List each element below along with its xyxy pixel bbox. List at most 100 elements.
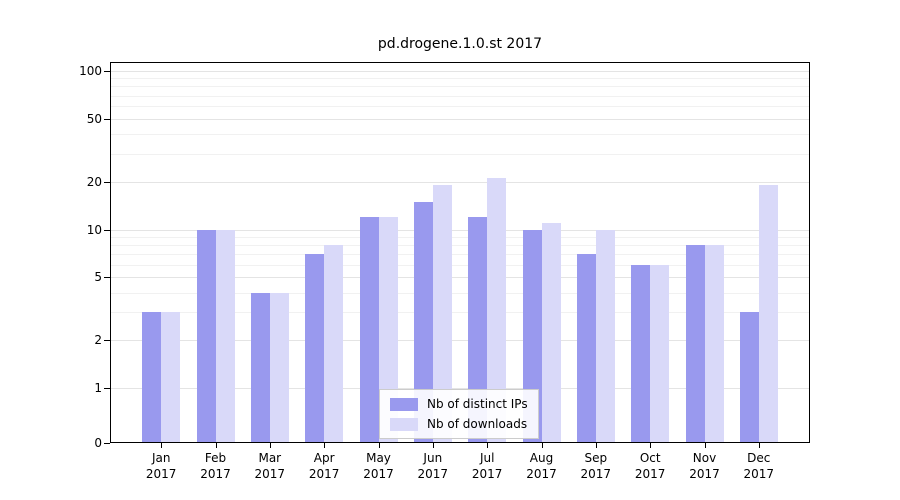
xtick-month-oct-2017: Oct — [639, 451, 661, 465]
bar-nb-of-distinct-ips-mar-2017 — [250, 292, 270, 442]
xtick-label-nov-2017: Nov 2017 — [673, 450, 737, 482]
legend-label-downloads: Nb of downloads — [427, 417, 528, 431]
xtick-label-aug-2017: Aug 2017 — [510, 450, 574, 482]
xtick-month-mar-2017: Mar — [258, 451, 282, 465]
xtick-mark-aug-2017 — [541, 443, 543, 448]
xtick-month-may-2017: May — [366, 451, 391, 465]
xtick-label-oct-2017: Oct 2017 — [618, 450, 682, 482]
xtick-mark-nov-2017 — [704, 443, 706, 448]
xtick-label-mar-2017: Mar 2017 — [238, 450, 302, 482]
bar-nb-of-distinct-ips-feb-2017 — [196, 229, 216, 442]
gridline-major-50 — [110, 118, 810, 120]
xtick-month-aug-2017: Aug — [529, 451, 554, 465]
gridline-minor-80 — [110, 86, 810, 88]
gridline-minor-3 — [110, 312, 810, 314]
ytick-label-2: 2 — [94, 333, 102, 348]
gridline-major-100 — [110, 71, 810, 72]
chart-title: pd.drogene.1.0.st 2017 — [377, 36, 543, 52]
legend: Nb of distinct IPs Nb of downloads — [379, 389, 539, 439]
bar-nb-of-downloads-jan-2017 — [161, 312, 181, 442]
xtick-mark-jan-2017 — [161, 443, 163, 448]
plot-area — [110, 62, 810, 443]
xtick-label-jan-2017: Jan 2017 — [129, 450, 193, 482]
xtick-mark-may-2017 — [378, 443, 380, 448]
xtick-month-jan-2017: Jan — [151, 451, 171, 465]
bar-nb-of-downloads-aug-2017 — [541, 222, 561, 442]
ytick-label-100: 100 — [79, 64, 102, 78]
bar-nb-of-distinct-ips-jul-2017 — [468, 216, 488, 442]
legend-label-distinct-ips: Nb of distinct IPs — [427, 397, 528, 411]
xtick-label-dec-2017: Dec 2017 — [727, 450, 791, 482]
xtick-label-sep-2017: Sep 2017 — [564, 450, 628, 482]
ytick-mark-100 — [104, 71, 110, 72]
bar-nb-of-downloads-sep-2017 — [595, 229, 615, 442]
ytick-mark-0 — [104, 443, 110, 444]
legend-swatch-distinct-ips — [390, 397, 418, 411]
bar-nb-of-downloads-oct-2017 — [650, 264, 670, 442]
bar-nb-of-downloads-may-2017 — [378, 216, 398, 442]
gridline-minor-8 — [110, 244, 810, 246]
bar-nb-of-distinct-ips-may-2017 — [359, 216, 379, 442]
xtick-month-dec-2017: Dec — [747, 451, 771, 465]
bar-nb-of-downloads-jun-2017 — [432, 185, 452, 442]
ytick-label-1: 1 — [94, 381, 102, 395]
xtick-year-feb-2017: 2017 — [200, 467, 231, 481]
gridline-minor-40 — [110, 134, 810, 136]
xtick-year-dec-2017: 2017 — [743, 467, 775, 481]
xtick-label-apr-2017: Apr 2017 — [292, 450, 356, 482]
gridline-minor-7 — [110, 254, 810, 256]
bar-nb-of-downloads-jul-2017 — [487, 178, 507, 442]
bar-nb-of-distinct-ips-apr-2017 — [305, 254, 325, 442]
ytick-label-50: 50 — [86, 111, 102, 126]
gridline-minor-9 — [110, 236, 810, 238]
gridline-major-20 — [110, 181, 810, 183]
ytick-label-10: 10 — [86, 222, 102, 237]
gridline-minor-90 — [110, 78, 810, 80]
ytick-label-20: 20 — [86, 174, 102, 189]
bar-nb-of-downloads-nov-2017 — [704, 244, 724, 442]
xtick-label-jun-2017: Jun 2017 — [401, 450, 465, 482]
xtick-year-jul-2017: 2017 — [471, 467, 503, 481]
ytick-mark-5 — [104, 277, 110, 279]
xtick-month-jun-2017: Jun — [423, 451, 443, 465]
bar-nb-of-distinct-ips-oct-2017 — [631, 264, 651, 442]
xtick-mark-jul-2017 — [487, 443, 489, 448]
xtick-mark-jun-2017 — [432, 443, 434, 448]
xtick-year-jan-2017: 2017 — [145, 467, 177, 481]
ytick-mark-20 — [104, 181, 110, 183]
xtick-month-nov-2017: Nov — [692, 451, 717, 465]
bar-nb-of-downloads-mar-2017 — [269, 292, 289, 442]
xtick-mark-mar-2017 — [269, 443, 271, 448]
bar-nb-of-downloads-apr-2017 — [324, 244, 344, 442]
ytick-mark-10 — [104, 229, 110, 231]
legend-item-downloads: Nb of downloads — [390, 417, 528, 431]
xtick-month-jul-2017: Jul — [479, 451, 495, 465]
xtick-mark-dec-2017 — [758, 443, 760, 448]
ytick-mark-1 — [104, 388, 110, 389]
xtick-year-apr-2017: 2017 — [308, 467, 340, 481]
xtick-year-oct-2017: 2017 — [634, 467, 666, 481]
gridline-major-10 — [110, 229, 810, 231]
xtick-year-sep-2017: 2017 — [580, 467, 612, 481]
gridline-minor-70 — [110, 95, 810, 97]
xtick-label-jul-2017: Jul 2017 — [455, 450, 519, 482]
gridline-major-1 — [110, 388, 810, 389]
ytick-label-5: 5 — [94, 270, 102, 285]
bar-nb-of-distinct-ips-sep-2017 — [576, 254, 596, 442]
bar-nb-of-distinct-ips-jan-2017 — [142, 312, 162, 442]
bar-nb-of-distinct-ips-nov-2017 — [685, 244, 705, 442]
xtick-month-apr-2017: Apr — [313, 451, 335, 465]
bar-nb-of-distinct-ips-jun-2017 — [413, 201, 433, 442]
ytick-label-0: 0 — [94, 436, 102, 450]
xtick-year-aug-2017: 2017 — [526, 467, 557, 481]
gridline-major-2 — [110, 340, 810, 342]
xtick-label-may-2017: May 2017 — [347, 450, 411, 482]
xtick-month-sep-2017: Sep — [584, 451, 608, 465]
xtick-label-feb-2017: Feb 2017 — [184, 450, 248, 482]
gridline-minor-30 — [110, 153, 810, 155]
xtick-mark-oct-2017 — [650, 443, 652, 448]
legend-item-distinct-ips: Nb of distinct IPs — [390, 397, 528, 411]
xtick-mark-feb-2017 — [215, 443, 217, 448]
gridline-major-5 — [110, 277, 810, 279]
